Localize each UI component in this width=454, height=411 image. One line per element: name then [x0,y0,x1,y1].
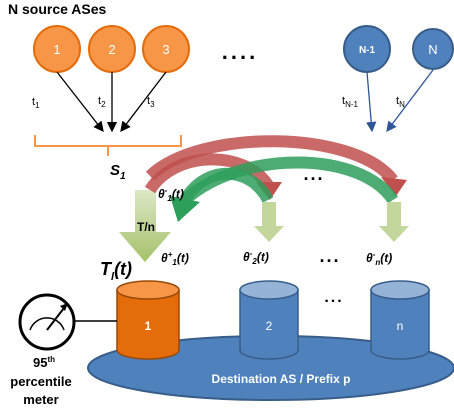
down-arrow-n [379,202,409,242]
edge-arrow-n [386,69,434,133]
theta-minus-1-label: θ-1(t) [158,186,184,203]
source-label-3: 3 [162,42,169,57]
green-arrowhead-1 [170,196,200,222]
theta-minus-n-label: θ-n(t) [366,250,392,267]
source-label-1: 1 [53,42,60,57]
meter-label-line2: percentile [10,374,71,389]
edge-arrow-n-1 [366,71,377,133]
destination-cylinder-2: 2 [239,280,299,360]
theta-minus-2-label: θ-2(t) [243,249,269,266]
dots-cyl: ... [324,289,343,306]
cylinder-label-2: 2 [266,319,273,333]
share-label: T/n [137,220,155,234]
edge-label-n: tN [396,95,405,109]
meter-label-line3: meter [23,392,58,407]
red-arc-to-2 [144,153,274,194]
source-as-n: N [412,28,454,70]
source-label-2: 2 [108,42,115,57]
edge-label-1: t1 [32,96,40,110]
sum-label: S1 [110,162,126,182]
dots-top: ... [303,164,324,184]
total-traffic-label: Tl(t) [100,259,132,283]
destination-label: Destination AS / Prefix p [212,372,351,386]
edge-arrow-3 [120,71,167,133]
source-as-2: 2 [88,25,136,73]
source-ellipsis: .... [222,39,258,64]
meter-icon [18,293,76,351]
source-as-n-1: N-1 [343,25,391,73]
destination-cylinder-1: 1 [116,280,180,360]
theta-plus-1-label: θ+1(t) [161,250,189,267]
sum-bracket [34,135,182,156]
dots-mid: ... [319,246,340,266]
edge-label-2: t2 [98,95,106,109]
diagram-title: N source ASes [8,1,107,17]
source-as-3: 3 [142,25,190,73]
edge-label-n-1: tN-1 [342,95,359,109]
cylinder-label-n: n [397,319,404,333]
destination-cylinder-n: n [370,280,430,360]
green-arc-from-n [180,156,399,205]
edge-label-3: t3 [147,95,155,109]
meter-label-line1: 95th [33,355,55,370]
red-arc-to-n [145,135,398,184]
red-arrowhead-n [381,177,407,196]
source-as-1: 1 [33,25,81,73]
down-arrow-2 [254,202,284,242]
source-label-n-1: N-1 [359,45,376,56]
source-label-n: N [428,42,437,57]
cylinder-label-1: 1 [145,319,152,333]
edge-arrow-1 [56,71,104,133]
total-inflow-arrow [119,190,171,262]
